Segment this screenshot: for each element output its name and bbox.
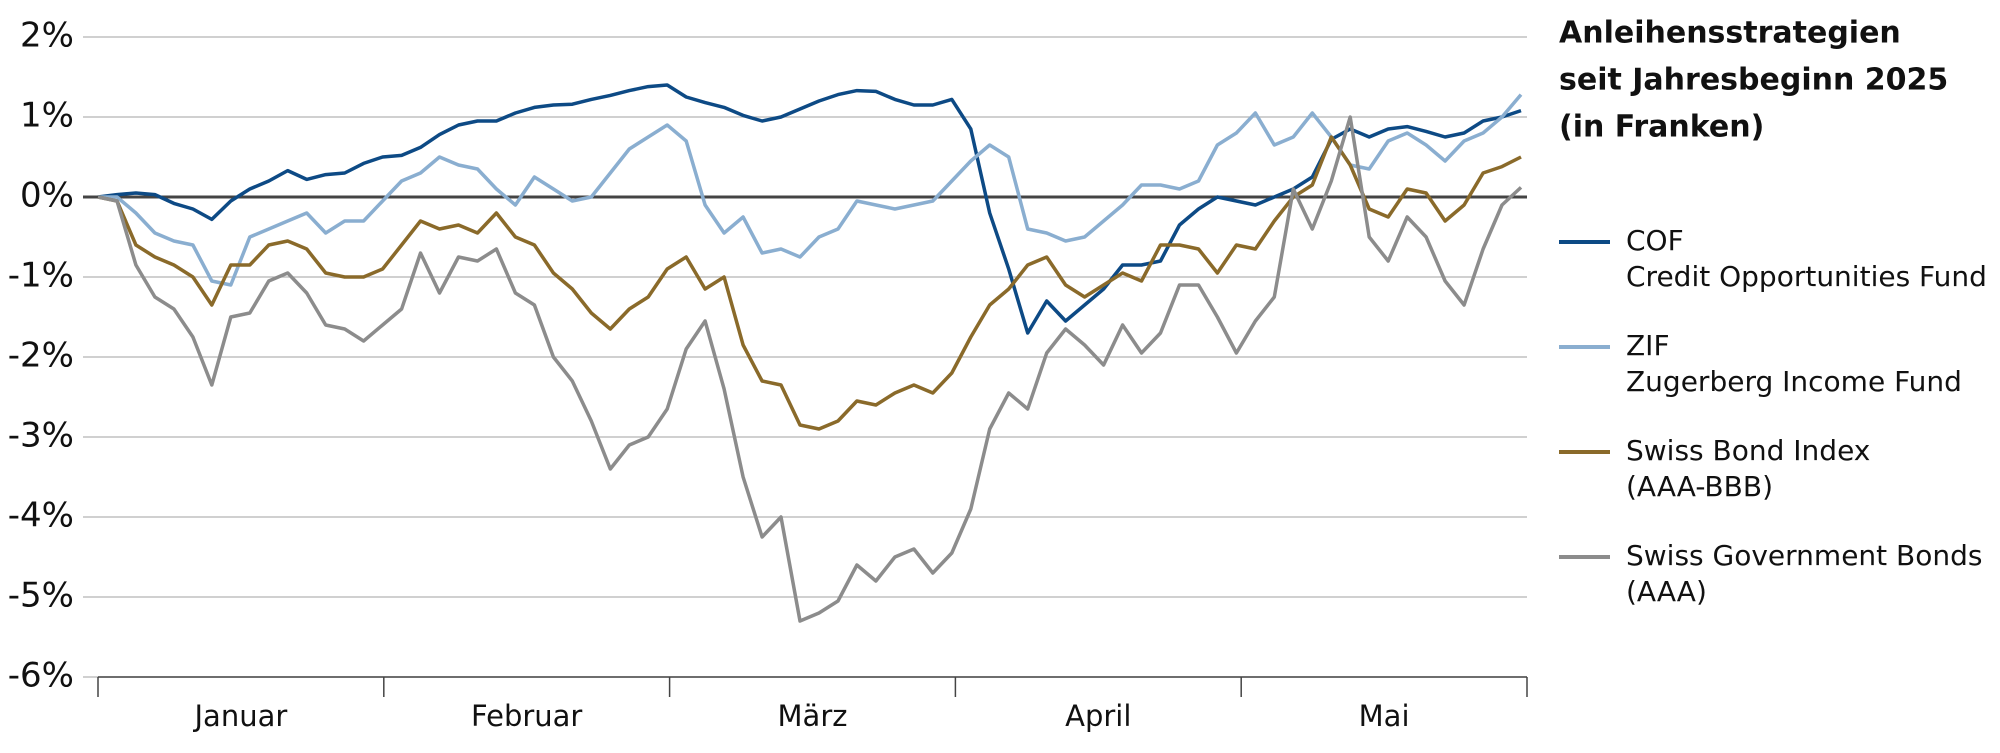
legend-description: Credit Opportunities Fund — [1626, 260, 1987, 293]
series-line — [97, 135, 1522, 431]
legend-description: (AAA-BBB) — [1626, 470, 1773, 503]
x-tick-label: Februar — [471, 699, 582, 733]
legend-label: Swiss Government Bonds — [1626, 539, 1983, 572]
legend-label: ZIF — [1626, 329, 1670, 362]
y-tick-label: 1% — [20, 96, 74, 136]
x-tick-label: April — [1065, 699, 1131, 733]
chart-title: (in Franken) — [1559, 110, 1764, 145]
series-line — [98, 93, 1523, 287]
x-tick-label: März — [778, 699, 848, 733]
x-tick-label: Mai — [1359, 699, 1410, 733]
x-tick-label: Januar — [193, 699, 288, 733]
y-tick-label: -3% — [8, 416, 74, 456]
y-tick-label: 0% — [20, 176, 74, 216]
series-line — [97, 115, 1523, 623]
chart-title: Anleihensstrategien — [1559, 16, 1901, 51]
legend-description: Zugerberg Income Fund — [1626, 365, 1962, 398]
chart-title: seit Jahresbeginn 2025 — [1559, 63, 1948, 98]
series-line — [97, 83, 1522, 335]
legend-label: Swiss Bond Index — [1626, 434, 1870, 467]
y-tick-label: -2% — [8, 336, 74, 376]
y-tick-label: -6% — [8, 656, 74, 696]
y-tick-label: -1% — [8, 256, 74, 296]
legend-description: (AAA) — [1626, 575, 1707, 608]
y-tick-label: 2% — [20, 16, 74, 56]
y-tick-label: -5% — [8, 576, 74, 616]
legend-label: COF — [1626, 224, 1684, 257]
y-tick-label: -4% — [8, 496, 74, 536]
